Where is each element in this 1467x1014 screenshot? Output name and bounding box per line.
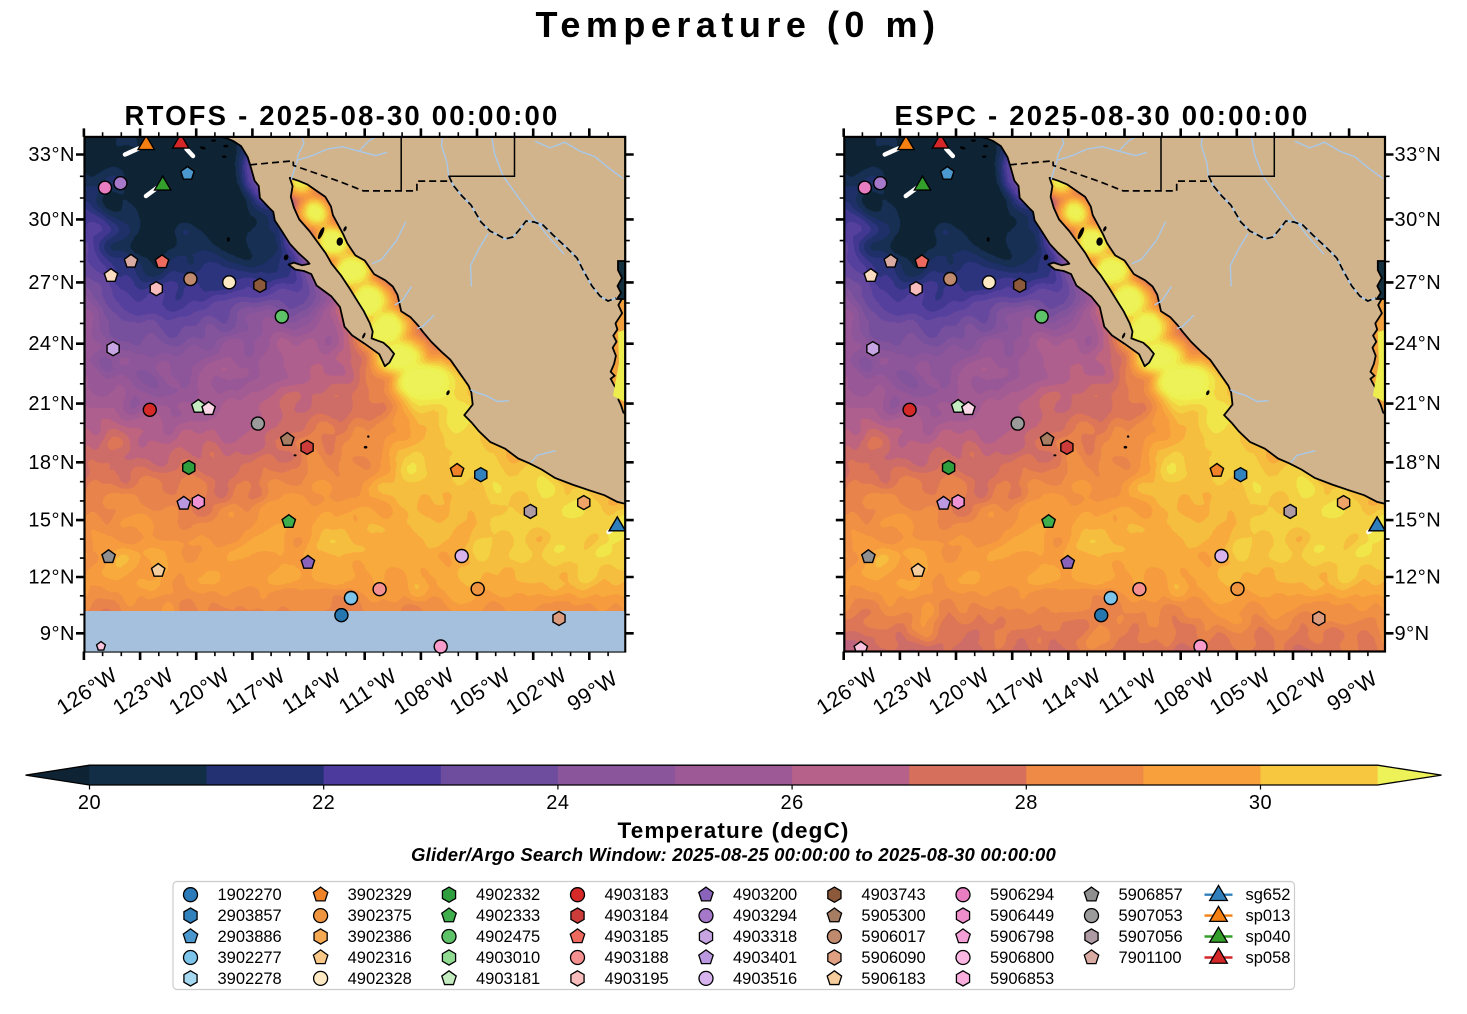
svg-text:21°N: 21°N: [1395, 393, 1442, 415]
svg-text:4902316: 4902316: [348, 949, 412, 967]
svg-text:4903010: 4903010: [476, 949, 540, 967]
svg-text:27°N: 27°N: [28, 272, 75, 294]
svg-text:1902270: 1902270: [218, 886, 282, 904]
svg-text:15°N: 15°N: [28, 510, 75, 532]
svg-text:114°W: 114°W: [1037, 663, 1105, 719]
svg-text:99°W: 99°W: [1323, 666, 1382, 716]
svg-text:117°W: 117°W: [222, 663, 290, 719]
svg-text:33°N: 33°N: [28, 144, 75, 166]
svg-text:105°W: 105°W: [445, 663, 515, 720]
svg-text:9°N: 9°N: [40, 623, 75, 645]
svg-text:4903401: 4903401: [733, 949, 797, 967]
svg-text:28: 28: [1015, 792, 1038, 814]
svg-text:5906183: 5906183: [861, 970, 925, 988]
svg-text:4902332: 4902332: [476, 886, 540, 904]
svg-text:sp040: sp040: [1246, 928, 1291, 946]
svg-text:Glider/Argo Search Window: 202: Glider/Argo Search Window: 2025-08-25 00…: [411, 844, 1056, 865]
svg-text:sp058: sp058: [1246, 949, 1291, 967]
svg-text:Temperature (degC): Temperature (degC): [618, 818, 850, 843]
svg-text:4903181: 4903181: [476, 970, 540, 988]
svg-text:2903886: 2903886: [218, 928, 282, 946]
svg-text:33°N: 33°N: [1395, 144, 1442, 166]
svg-text:5907056: 5907056: [1119, 928, 1183, 946]
svg-text:12°N: 12°N: [1395, 567, 1442, 589]
svg-text:24°N: 24°N: [1395, 333, 1442, 355]
svg-text:5906800: 5906800: [990, 949, 1054, 967]
svg-text:4903188: 4903188: [605, 949, 669, 967]
svg-text:5906017: 5906017: [861, 928, 925, 946]
svg-text:30: 30: [1249, 792, 1272, 814]
svg-text:111°W: 111°W: [334, 664, 401, 719]
svg-text:9°N: 9°N: [1395, 623, 1430, 645]
svg-text:30°N: 30°N: [1395, 209, 1442, 231]
svg-text:12°N: 12°N: [28, 567, 75, 589]
svg-text:108°W: 108°W: [1149, 663, 1219, 720]
svg-text:123°W: 123°W: [109, 663, 179, 720]
svg-text:4902328: 4902328: [348, 970, 412, 988]
svg-text:5905300: 5905300: [861, 907, 925, 925]
svg-text:120°W: 120°W: [165, 663, 235, 720]
svg-text:21°N: 21°N: [28, 393, 75, 415]
svg-text:5906798: 5906798: [990, 928, 1054, 946]
svg-text:3902386: 3902386: [348, 928, 412, 946]
svg-text:102°W: 102°W: [1261, 663, 1331, 720]
svg-text:4903183: 4903183: [605, 886, 669, 904]
svg-text:105°W: 105°W: [1205, 663, 1275, 720]
svg-text:24°N: 24°N: [28, 333, 75, 355]
svg-text:108°W: 108°W: [389, 663, 459, 720]
svg-text:4903184: 4903184: [605, 907, 669, 925]
svg-text:3902329: 3902329: [348, 886, 412, 904]
svg-text:111°W: 111°W: [1094, 664, 1161, 719]
svg-text:120°W: 120°W: [924, 663, 994, 720]
svg-text:3902278: 3902278: [218, 970, 282, 988]
svg-text:sg652: sg652: [1246, 886, 1291, 904]
svg-text:114°W: 114°W: [278, 663, 346, 719]
svg-text:102°W: 102°W: [502, 663, 572, 720]
svg-text:ESPC - 2025-08-30 00:00:00: ESPC - 2025-08-30 00:00:00: [895, 100, 1310, 131]
svg-text:4902475: 4902475: [476, 928, 540, 946]
svg-text:5906090: 5906090: [861, 949, 925, 967]
svg-text:Temperature (0 m): Temperature (0 m): [536, 4, 941, 45]
svg-text:24: 24: [546, 792, 569, 814]
svg-text:5906449: 5906449: [990, 907, 1054, 925]
svg-text:4903200: 4903200: [733, 886, 797, 904]
svg-text:7901100: 7901100: [1119, 949, 1182, 967]
svg-text:15°N: 15°N: [1395, 510, 1442, 532]
svg-text:126°W: 126°W: [812, 663, 882, 720]
svg-text:18°N: 18°N: [1395, 452, 1442, 474]
svg-text:5907053: 5907053: [1119, 907, 1183, 925]
svg-text:99°W: 99°W: [563, 666, 622, 716]
svg-text:5906857: 5906857: [1119, 886, 1183, 904]
svg-text:5906294: 5906294: [990, 886, 1054, 904]
svg-text:4903743: 4903743: [861, 886, 925, 904]
svg-text:4903195: 4903195: [605, 970, 669, 988]
svg-text:5906853: 5906853: [990, 970, 1054, 988]
svg-text:123°W: 123°W: [868, 663, 938, 720]
svg-text:4903185: 4903185: [605, 928, 669, 946]
svg-text:3902277: 3902277: [218, 949, 282, 967]
svg-text:RTOFS - 2025-08-30 00:00:00: RTOFS - 2025-08-30 00:00:00: [125, 100, 560, 131]
svg-text:22: 22: [312, 792, 335, 814]
svg-text:sp013: sp013: [1246, 907, 1291, 925]
svg-text:20: 20: [78, 792, 101, 814]
svg-text:27°N: 27°N: [1395, 272, 1442, 294]
svg-text:3902375: 3902375: [348, 907, 412, 925]
svg-text:26: 26: [780, 792, 803, 814]
svg-text:2903857: 2903857: [218, 907, 282, 925]
svg-text:4902333: 4902333: [476, 907, 540, 925]
svg-text:4903294: 4903294: [733, 907, 797, 925]
svg-text:18°N: 18°N: [28, 452, 75, 474]
svg-text:4903516: 4903516: [733, 970, 797, 988]
svg-text:4903318: 4903318: [733, 928, 797, 946]
svg-text:126°W: 126°W: [52, 663, 122, 720]
svg-text:30°N: 30°N: [28, 209, 75, 231]
svg-text:117°W: 117°W: [981, 663, 1049, 719]
